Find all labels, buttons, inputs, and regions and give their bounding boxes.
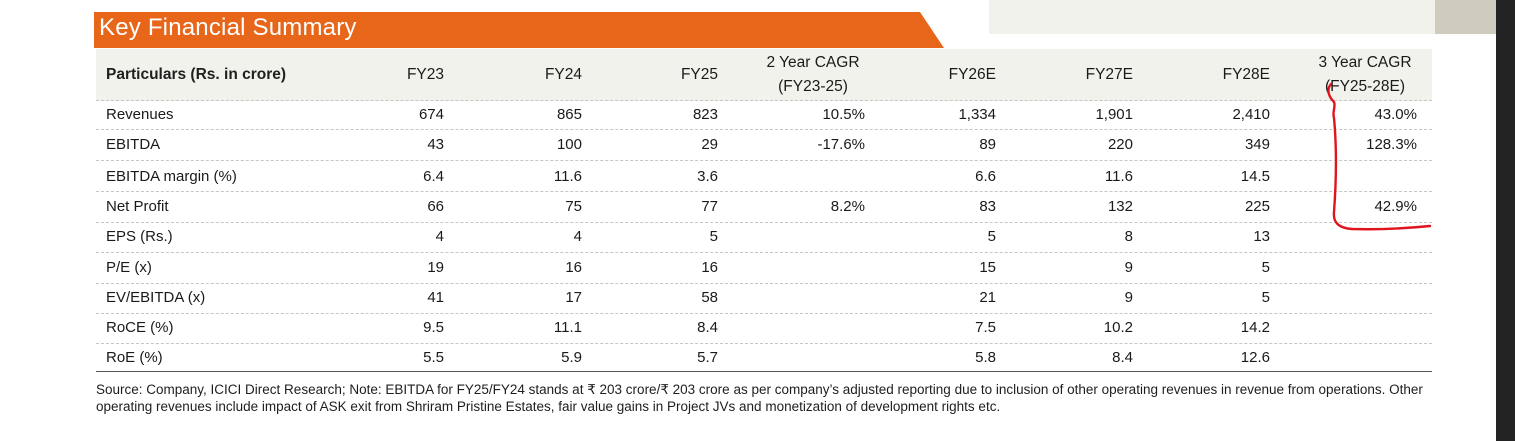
table-cell: 29 [701,136,718,153]
row-separator [96,252,1432,253]
top-gray-panel [989,0,1435,34]
row-label: Revenues [106,106,174,123]
row-label: Net Profit [106,198,169,215]
table-cell: 6.6 [975,168,996,185]
table-cell: 11.6 [553,168,582,185]
table-cell: 100 [556,136,582,153]
table-cell: 75 [565,198,582,215]
table-bottom-rule [96,371,1432,372]
row-separator [96,160,1432,161]
header-6: FY27E [1085,66,1133,83]
header-4-line1: 2 Year CAGR [766,54,860,71]
table-cell: 5 [1261,259,1270,276]
table-cell: 225 [1244,198,1270,215]
table-cell: 16 [701,259,718,276]
row-separator [96,343,1432,344]
table-cell: 9 [1124,289,1133,306]
table-cell: 89 [979,136,996,153]
row-label: RoCE (%) [106,319,174,336]
table-cell: 21 [979,289,996,306]
table-cell: 1,334 [958,106,996,123]
table-cell: 9 [1124,259,1133,276]
section-title: Key Financial Summary [99,14,357,41]
table-cell: 8.4 [1112,349,1133,366]
table-cell: 41 [427,289,444,306]
table-cell: 16 [565,259,582,276]
row-label: RoE (%) [106,349,163,366]
table-cell: 220 [1107,136,1133,153]
row-label: EBITDA [106,136,161,153]
table-cell: 14.5 [1240,168,1270,185]
table-cell: 19 [427,259,444,276]
table-cell: 17 [565,289,582,306]
header-8-line1: 3 Year CAGR [1318,54,1412,71]
source-note: Source: Company, ICICI Direct Research; … [96,382,1423,414]
table-cell: 823 [692,106,718,123]
table-cell: 8 [1124,228,1133,245]
table-cell: 2,410 [1232,106,1270,123]
table-cell: 12.6 [1240,349,1270,366]
header-8-line2: (FY25-28E) [1324,78,1406,95]
top-olive-panel [1435,0,1496,34]
header-5: FY26E [948,66,996,83]
table-cell: 674 [418,106,444,123]
row-label: EPS (Rs.) [106,228,173,245]
table-cell: 11.1 [553,319,582,336]
table-cell: 3.6 [697,168,718,185]
table-cell: 5.9 [561,349,582,366]
viewer-scroll-strip [1496,0,1515,441]
table-cell: 42.9% [1374,198,1417,215]
table-cell: 865 [556,106,582,123]
table-cell: 43.0% [1374,106,1417,123]
table-cell: 58 [701,289,718,306]
header-3: FY25 [680,66,718,83]
table-cell: 43 [427,136,444,153]
table-cell: 128.3% [1366,136,1417,153]
title-bar-shape [94,12,944,48]
table-cell: 7.5 [975,319,996,336]
table-cell: 13 [1253,228,1270,245]
row-separator [96,129,1432,130]
table-cell: 15 [979,259,996,276]
table-cell: 5 [987,228,996,245]
table-cell: 4 [435,228,444,245]
row-label: EV/EBITDA (x) [106,289,206,306]
header-7: FY28E [1222,66,1270,83]
table-cell: 132 [1107,198,1133,215]
row-separator [96,313,1432,314]
table-cell: 5.5 [423,349,444,366]
table-cell: 8.2% [830,198,865,215]
row-separator [96,283,1432,284]
table-cell: 5.7 [697,349,718,366]
row-separator [96,191,1432,192]
table-header-background [96,49,1432,101]
table-cell: 5 [709,228,718,245]
table-cell: 10.2 [1103,319,1133,336]
table-cell: 77 [701,198,718,215]
table-cell: 11.6 [1104,168,1133,185]
table-cell: 66 [427,198,444,215]
table-cell: 83 [979,198,996,215]
header-2: FY24 [544,66,582,83]
header-particulars: Particulars (Rs. in crore) [106,66,287,83]
row-label: P/E (x) [106,259,152,276]
table-cell: 349 [1244,136,1270,153]
header-4-line2: (FY23-25) [778,78,848,95]
row-separator [96,222,1432,223]
table-cell: 5 [1261,289,1270,306]
table-cell: 4 [573,228,582,245]
row-label: EBITDA margin (%) [106,168,237,185]
table-cell: 14.2 [1240,319,1270,336]
table-cell: 9.5 [423,319,444,336]
table-cell: 10.5% [822,106,865,123]
table-cell: 1,901 [1095,106,1133,123]
row-separator [96,100,1432,101]
header-1: FY23 [406,66,444,83]
table-cell: 8.4 [697,319,718,336]
table-cell: 5.8 [975,349,996,366]
title-bar: Key Financial Summary [94,12,944,48]
table-cell: 6.4 [423,168,444,185]
table-cell: -17.6% [817,136,865,153]
